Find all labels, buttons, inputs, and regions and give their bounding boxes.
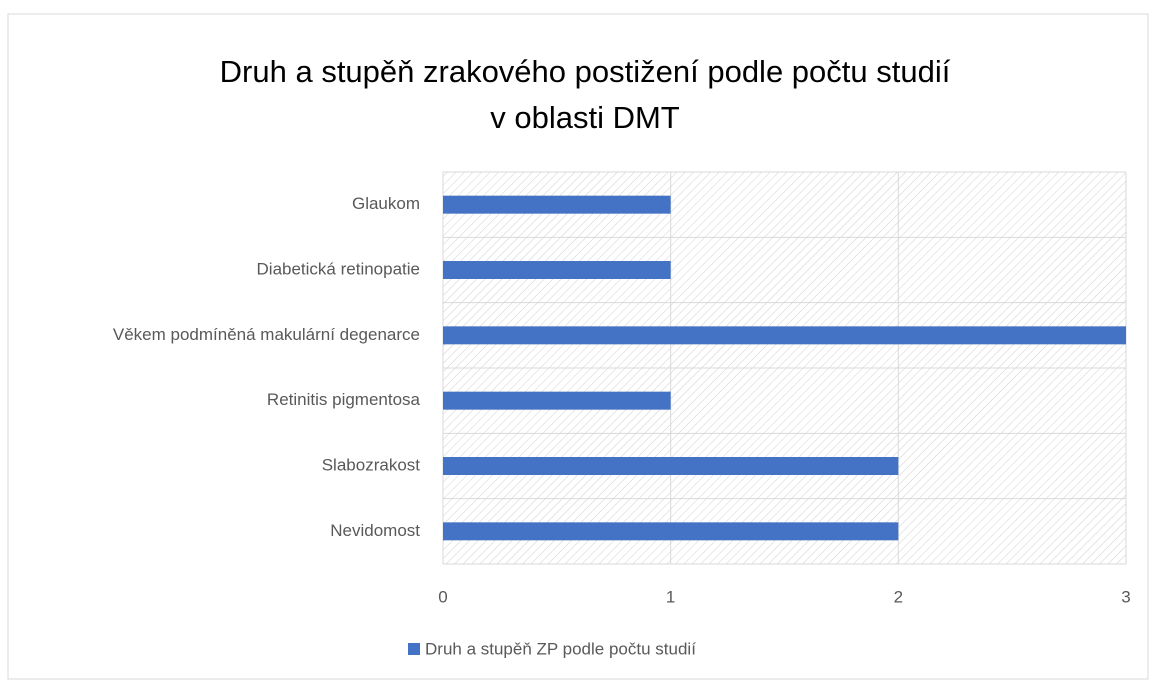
- bar: [443, 391, 671, 410]
- x-tick-label: 1: [666, 587, 675, 606]
- legend-swatch: [408, 643, 420, 655]
- bar: [443, 195, 671, 214]
- y-tick-label: Retinitis pigmentosa: [267, 390, 421, 409]
- x-tick-label: 3: [1121, 587, 1130, 606]
- y-tick-label: Slabozrakost: [322, 455, 421, 474]
- legend-label: Druh a stupěň ZP podle počtu studií: [425, 639, 696, 658]
- x-tick-label: 0: [438, 587, 447, 606]
- bar: [443, 522, 899, 541]
- bar: [443, 457, 899, 475]
- bar: [443, 326, 1126, 345]
- y-tick-label: Glaukom: [352, 194, 420, 213]
- chart-title: v oblasti DMT: [490, 100, 680, 135]
- x-tick-label: 2: [894, 587, 903, 606]
- bar: [443, 261, 671, 279]
- y-tick-label: Diabetická retinopatie: [257, 259, 420, 278]
- chart-title: Druh a stupěň zrakového postižení podle …: [220, 54, 951, 89]
- y-tick-label: Nevidomost: [330, 521, 420, 540]
- y-tick-label: Věkem podmíněná makulární degenarce: [113, 325, 420, 344]
